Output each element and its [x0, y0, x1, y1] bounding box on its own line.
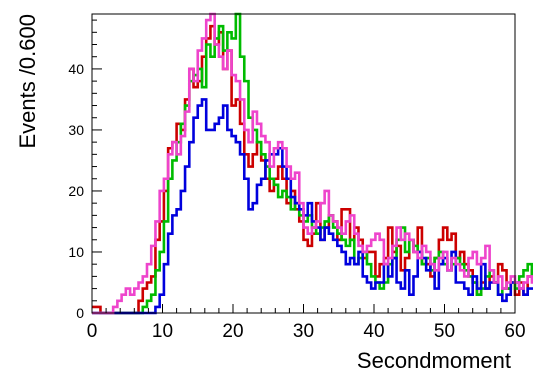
x-tick-label: 20 — [222, 321, 243, 342]
x-tick-label: 10 — [152, 321, 173, 342]
axis-layer: 0 10 20 30 40 50 60 0 10 20 30 40 — [68, 19, 526, 342]
y-tick-label: 0 — [76, 305, 84, 321]
histogram-series-1 — [92, 12, 533, 315]
x-tick-label: 60 — [504, 321, 525, 342]
y-tick-label: 40 — [68, 61, 84, 77]
x-tick-label: 0 — [87, 321, 98, 342]
y-tick-label: 10 — [68, 244, 84, 260]
x-tick-label: 50 — [434, 321, 455, 342]
y-tick-label: 20 — [68, 183, 84, 199]
x-tick-label: 40 — [363, 321, 384, 342]
histogram-series-3 — [92, 12, 533, 315]
histogram-series-2 — [92, 98, 533, 315]
y-tick-label: 30 — [68, 122, 84, 138]
series-layer — [92, 12, 533, 315]
y-axis-title: Events /0.600 — [15, 14, 40, 149]
x-tick-label: 30 — [293, 321, 314, 342]
x-axis-title: Secondmoment — [357, 348, 511, 373]
